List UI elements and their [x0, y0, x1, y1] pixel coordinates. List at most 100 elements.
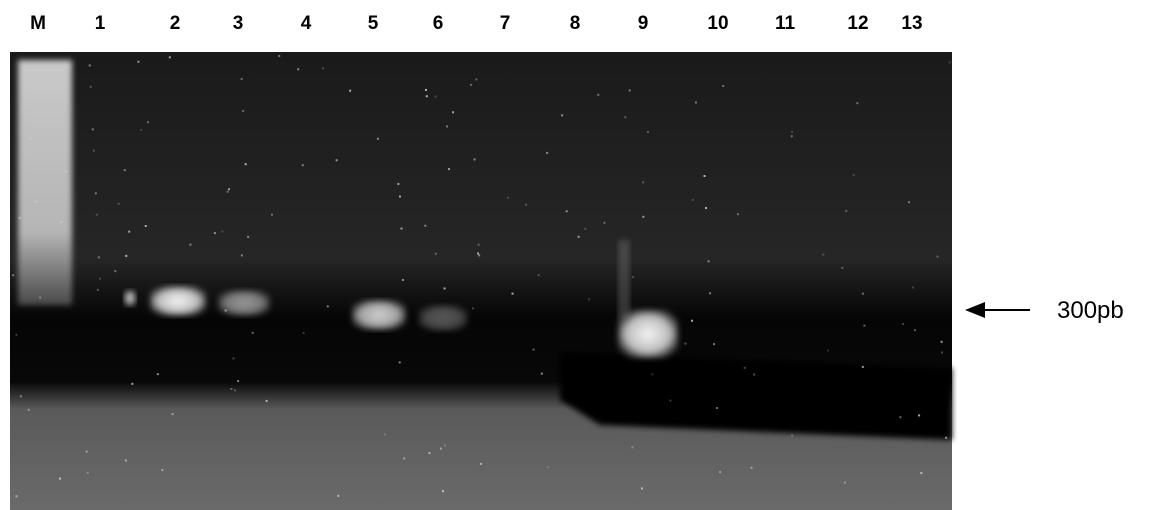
speckle — [506, 196, 509, 199]
speckle — [941, 351, 944, 354]
speckle — [228, 188, 231, 191]
speckle — [899, 416, 902, 419]
speckle — [577, 235, 580, 238]
speckle — [914, 329, 917, 332]
speckle — [424, 88, 427, 91]
speckle — [97, 256, 100, 259]
speckle — [478, 254, 481, 257]
speckle — [451, 111, 454, 114]
speckle — [242, 109, 245, 112]
speckle — [597, 93, 600, 96]
speckle — [863, 324, 866, 327]
lane-label: 11 — [775, 13, 796, 34]
speckle — [443, 287, 446, 290]
speckle — [743, 366, 746, 369]
speckle — [376, 137, 379, 140]
speckle — [719, 471, 722, 474]
lane-label: 10 — [707, 13, 728, 34]
speckle — [337, 494, 340, 497]
speckle — [240, 77, 243, 80]
speckle — [96, 288, 99, 291]
speckle — [920, 472, 923, 475]
speckle — [189, 243, 192, 246]
speckle — [546, 466, 549, 469]
smear — [618, 240, 630, 320]
speckle — [705, 207, 708, 210]
speckle — [39, 296, 42, 299]
gel-background — [10, 52, 952, 510]
speckle — [230, 387, 233, 390]
arrow-head — [965, 302, 985, 318]
speckle — [34, 200, 37, 203]
lane-label: 7 — [500, 13, 511, 34]
lane-label: 8 — [570, 13, 581, 34]
speckle — [861, 292, 864, 295]
speckle — [532, 348, 535, 351]
speckle — [398, 361, 401, 364]
speckle — [213, 232, 216, 235]
speckle — [511, 292, 514, 295]
speckle — [117, 202, 120, 205]
speckle — [240, 254, 243, 257]
speckle — [713, 343, 716, 346]
speckle — [92, 149, 95, 152]
speckle — [15, 495, 18, 498]
speckle — [95, 213, 98, 216]
speckle — [91, 128, 94, 131]
lane-label: 13 — [901, 13, 922, 34]
speckle — [89, 85, 92, 88]
speckle — [646, 130, 649, 133]
speckle — [940, 340, 943, 343]
speckle — [565, 210, 568, 213]
speckle — [322, 67, 325, 70]
speckle — [137, 60, 140, 63]
speckle — [651, 373, 654, 376]
speckle — [631, 276, 634, 279]
speckle — [841, 266, 844, 269]
speckle — [443, 444, 446, 447]
speckle — [907, 201, 910, 204]
speckle — [473, 158, 476, 161]
speckle — [301, 164, 304, 167]
speckle — [114, 270, 117, 273]
speckle — [398, 195, 401, 198]
speckle — [861, 365, 864, 368]
speckle — [845, 210, 848, 213]
speckle — [470, 83, 473, 86]
speckle — [722, 85, 725, 88]
speckle — [439, 447, 442, 450]
speckle — [669, 399, 672, 402]
lane-label: 1 — [95, 13, 106, 34]
speckle — [716, 407, 719, 410]
speckle — [12, 274, 15, 277]
speckle — [902, 323, 905, 326]
speckle — [232, 357, 235, 360]
speckle — [156, 373, 159, 376]
speckle — [131, 382, 134, 385]
speckle — [234, 389, 237, 392]
speckle — [709, 292, 712, 295]
lane-label: 12 — [847, 13, 868, 34]
speckle — [128, 230, 131, 233]
speckle — [265, 399, 268, 402]
band — [150, 286, 206, 316]
speckle — [397, 182, 400, 185]
speckle — [537, 274, 540, 277]
speckle — [918, 414, 921, 417]
speckle — [124, 459, 127, 462]
speckle — [642, 215, 645, 218]
lane-label: M — [30, 13, 46, 34]
speckle — [302, 331, 305, 334]
speckle — [540, 372, 543, 375]
lane-label: 9 — [638, 13, 649, 34]
speckle — [561, 114, 564, 117]
lane-label: 2 — [170, 13, 181, 34]
speckle — [85, 450, 88, 453]
speckle — [237, 380, 240, 383]
speckle — [425, 95, 428, 98]
speckle — [631, 446, 634, 449]
speckle — [424, 224, 427, 227]
speckle — [703, 175, 706, 178]
speckle — [856, 102, 859, 105]
speckle — [640, 487, 643, 490]
